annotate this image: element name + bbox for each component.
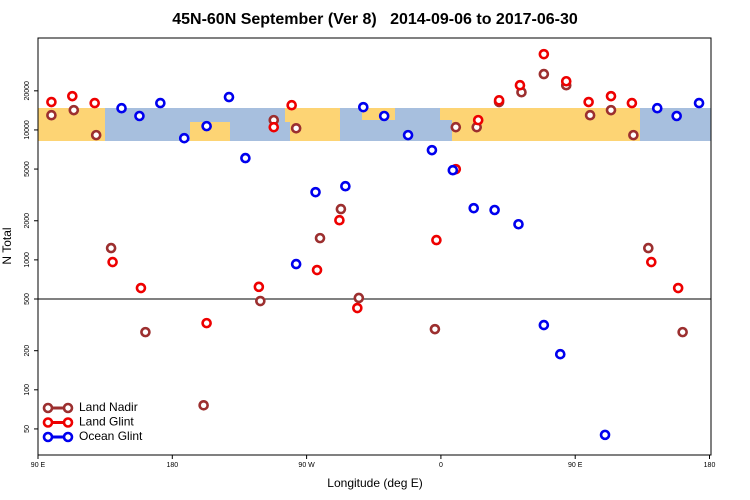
y-tick-label: 2000 — [24, 213, 31, 229]
point — [538, 319, 550, 331]
point — [426, 144, 438, 156]
y-axis-label: N Total — [0, 227, 14, 264]
point — [450, 121, 462, 133]
point — [46, 96, 57, 108]
point — [335, 203, 347, 215]
point — [314, 232, 326, 244]
x-axis-label: Longitude (deg E) — [327, 476, 422, 490]
point — [334, 214, 345, 226]
point — [672, 282, 684, 294]
point — [105, 242, 117, 254]
legend-label: Ocean Glint — [79, 429, 143, 443]
point — [493, 95, 505, 106]
legend-marker — [42, 431, 54, 443]
point — [677, 326, 688, 338]
point — [358, 101, 369, 113]
point — [290, 122, 302, 134]
point — [140, 326, 151, 338]
point — [693, 97, 705, 109]
legend-label: Land Glint — [79, 415, 134, 429]
point — [340, 180, 351, 192]
legend-marker — [62, 431, 74, 443]
point — [255, 295, 266, 307]
y-tick-label: 100 — [24, 384, 31, 396]
point — [651, 102, 663, 114]
point — [290, 258, 302, 270]
x-tick-label: 90 E — [568, 462, 583, 469]
point — [447, 164, 459, 176]
point — [605, 104, 617, 116]
y-tick-label: 5000 — [24, 161, 31, 177]
point — [68, 104, 80, 116]
point — [599, 429, 611, 441]
point — [378, 110, 390, 122]
point — [538, 48, 550, 60]
x-tick-label: 180 — [704, 462, 716, 469]
legend-marker — [42, 417, 54, 428]
point — [134, 110, 145, 122]
legend-marker — [62, 402, 74, 414]
legend-marker — [62, 417, 74, 428]
point — [201, 120, 212, 132]
point — [554, 348, 566, 360]
point — [626, 97, 638, 109]
point — [468, 202, 480, 214]
point — [429, 323, 441, 335]
point — [472, 114, 484, 126]
point — [646, 256, 657, 268]
legend-marker — [42, 402, 54, 414]
point — [628, 129, 639, 141]
point — [107, 256, 118, 268]
y-tick-label: 500 — [24, 293, 31, 305]
point — [46, 109, 57, 121]
x-tick-label: 180 — [166, 462, 178, 469]
y-tick-label: 50 — [24, 425, 31, 433]
point — [155, 97, 166, 109]
legend-label: Land Nadir — [79, 400, 138, 414]
chart-title: 45N-60N September (Ver 8) 2014-09-06 to … — [172, 11, 578, 28]
point — [286, 99, 297, 111]
point — [67, 90, 78, 102]
point — [514, 79, 526, 91]
point — [583, 96, 594, 108]
x-tick-label: 90 W — [298, 462, 315, 469]
point — [268, 121, 280, 133]
y-tick-label: 1000 — [24, 252, 31, 268]
point — [90, 129, 102, 141]
point — [310, 186, 321, 198]
point — [605, 90, 617, 102]
y-tick-label: 20000 — [24, 81, 31, 101]
point — [560, 75, 572, 87]
point — [489, 204, 500, 216]
point — [538, 68, 550, 80]
point — [352, 302, 363, 314]
point — [513, 218, 524, 230]
point — [671, 110, 682, 122]
point — [353, 292, 365, 304]
point — [89, 97, 101, 109]
plot-frame — [37, 37, 712, 456]
point — [253, 281, 265, 293]
x-tick-label: 0 — [439, 462, 443, 469]
y-tick-label: 200 — [24, 345, 31, 357]
point — [116, 102, 127, 114]
point — [240, 152, 251, 164]
point — [223, 91, 235, 103]
point — [201, 317, 212, 329]
point — [178, 132, 190, 144]
point — [431, 234, 442, 246]
point — [311, 264, 323, 276]
y-tick-label: 10000 — [24, 120, 31, 140]
x-tick-label: 90 E — [31, 462, 46, 469]
point — [643, 242, 654, 254]
point — [584, 109, 596, 121]
point — [135, 282, 147, 294]
point — [402, 129, 414, 141]
point — [198, 399, 209, 411]
